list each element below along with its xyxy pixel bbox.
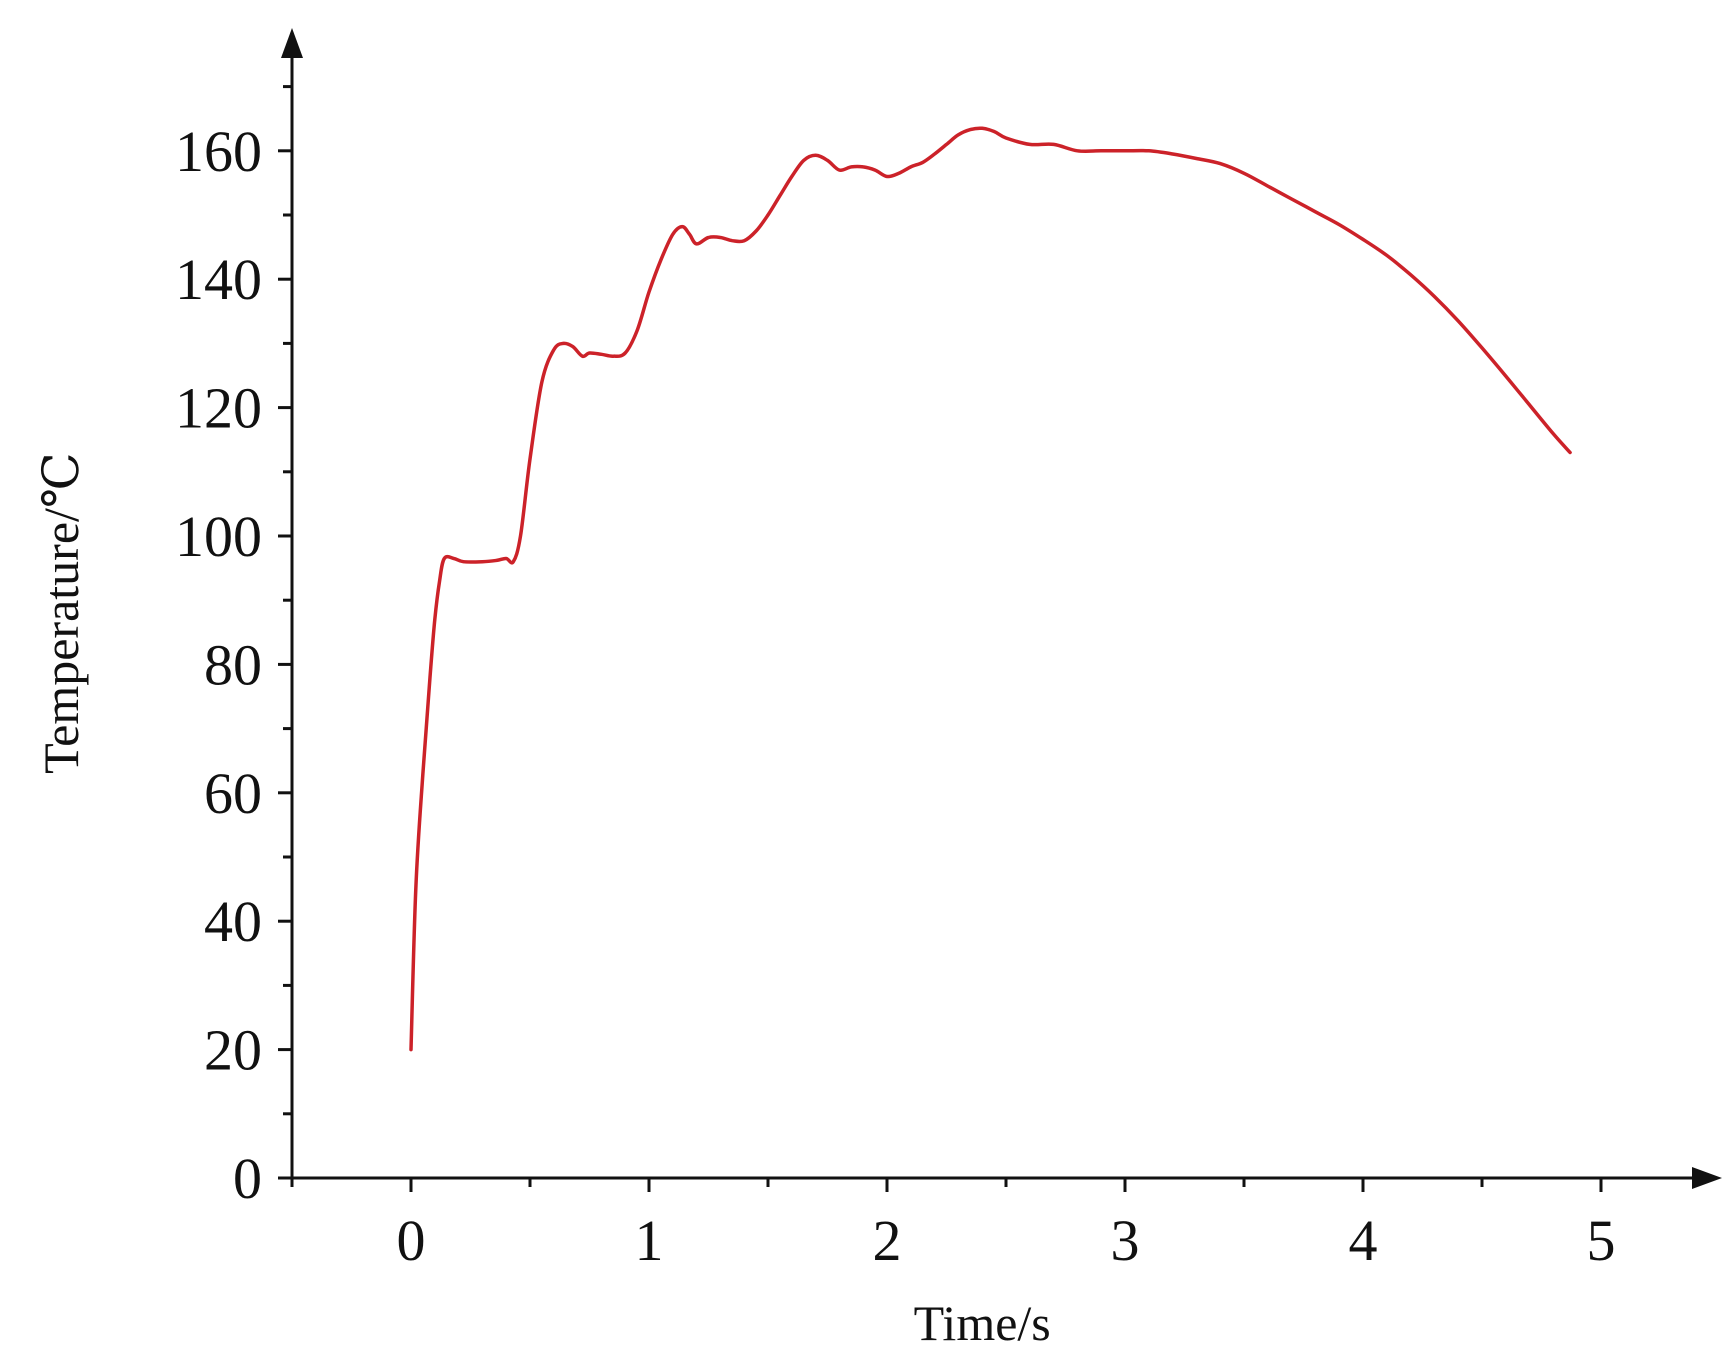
x-tick-label: 1 <box>635 1208 664 1273</box>
temperature-series-line <box>409 126 1572 1052</box>
y-tick-label: 0 <box>233 1146 262 1211</box>
y-tick-label: 60 <box>204 761 262 826</box>
x-axis-arrow <box>1692 1167 1722 1189</box>
series-layer <box>409 126 1572 1052</box>
x-tick-label: 4 <box>1349 1208 1378 1273</box>
y-axis-arrow <box>281 28 303 58</box>
ticks <box>278 85 1603 1192</box>
y-tick-label: 140 <box>175 247 262 312</box>
tick-labels: 0 1 2 3 4 5 0 20 40 60 80 100 120 140 160 <box>175 119 1616 1273</box>
x-tick-label: 5 <box>1587 1208 1616 1273</box>
y-tick-label: 80 <box>204 632 262 697</box>
y-axis-title: Temperature/℃ <box>33 452 89 774</box>
y-tick-label: 20 <box>204 1018 262 1083</box>
y-tick-label: 100 <box>175 504 262 569</box>
y-tick-label: 120 <box>175 376 262 441</box>
axes <box>281 28 1722 1189</box>
y-tick-label: 40 <box>204 889 262 954</box>
x-axis-title: Time/s <box>914 1295 1051 1351</box>
x-tick-label: 0 <box>397 1208 426 1273</box>
x-tick-label: 2 <box>873 1208 902 1273</box>
x-tick-label: 3 <box>1111 1208 1140 1273</box>
y-tick-label: 160 <box>175 119 262 184</box>
